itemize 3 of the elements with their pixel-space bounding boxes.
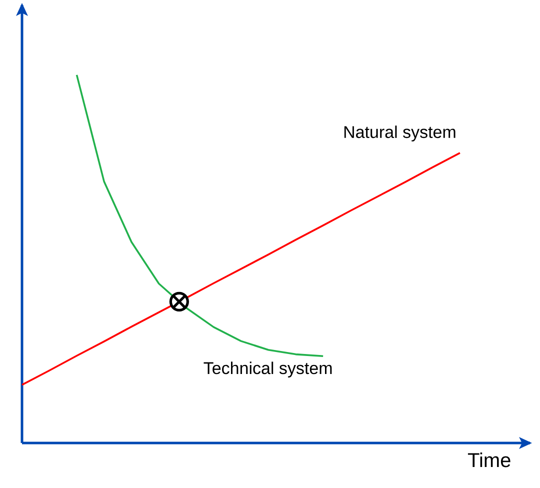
series-label: Technical system [204,362,332,378]
x-axis-title: Time [468,452,510,468]
series-label: Natural system [344,126,456,142]
